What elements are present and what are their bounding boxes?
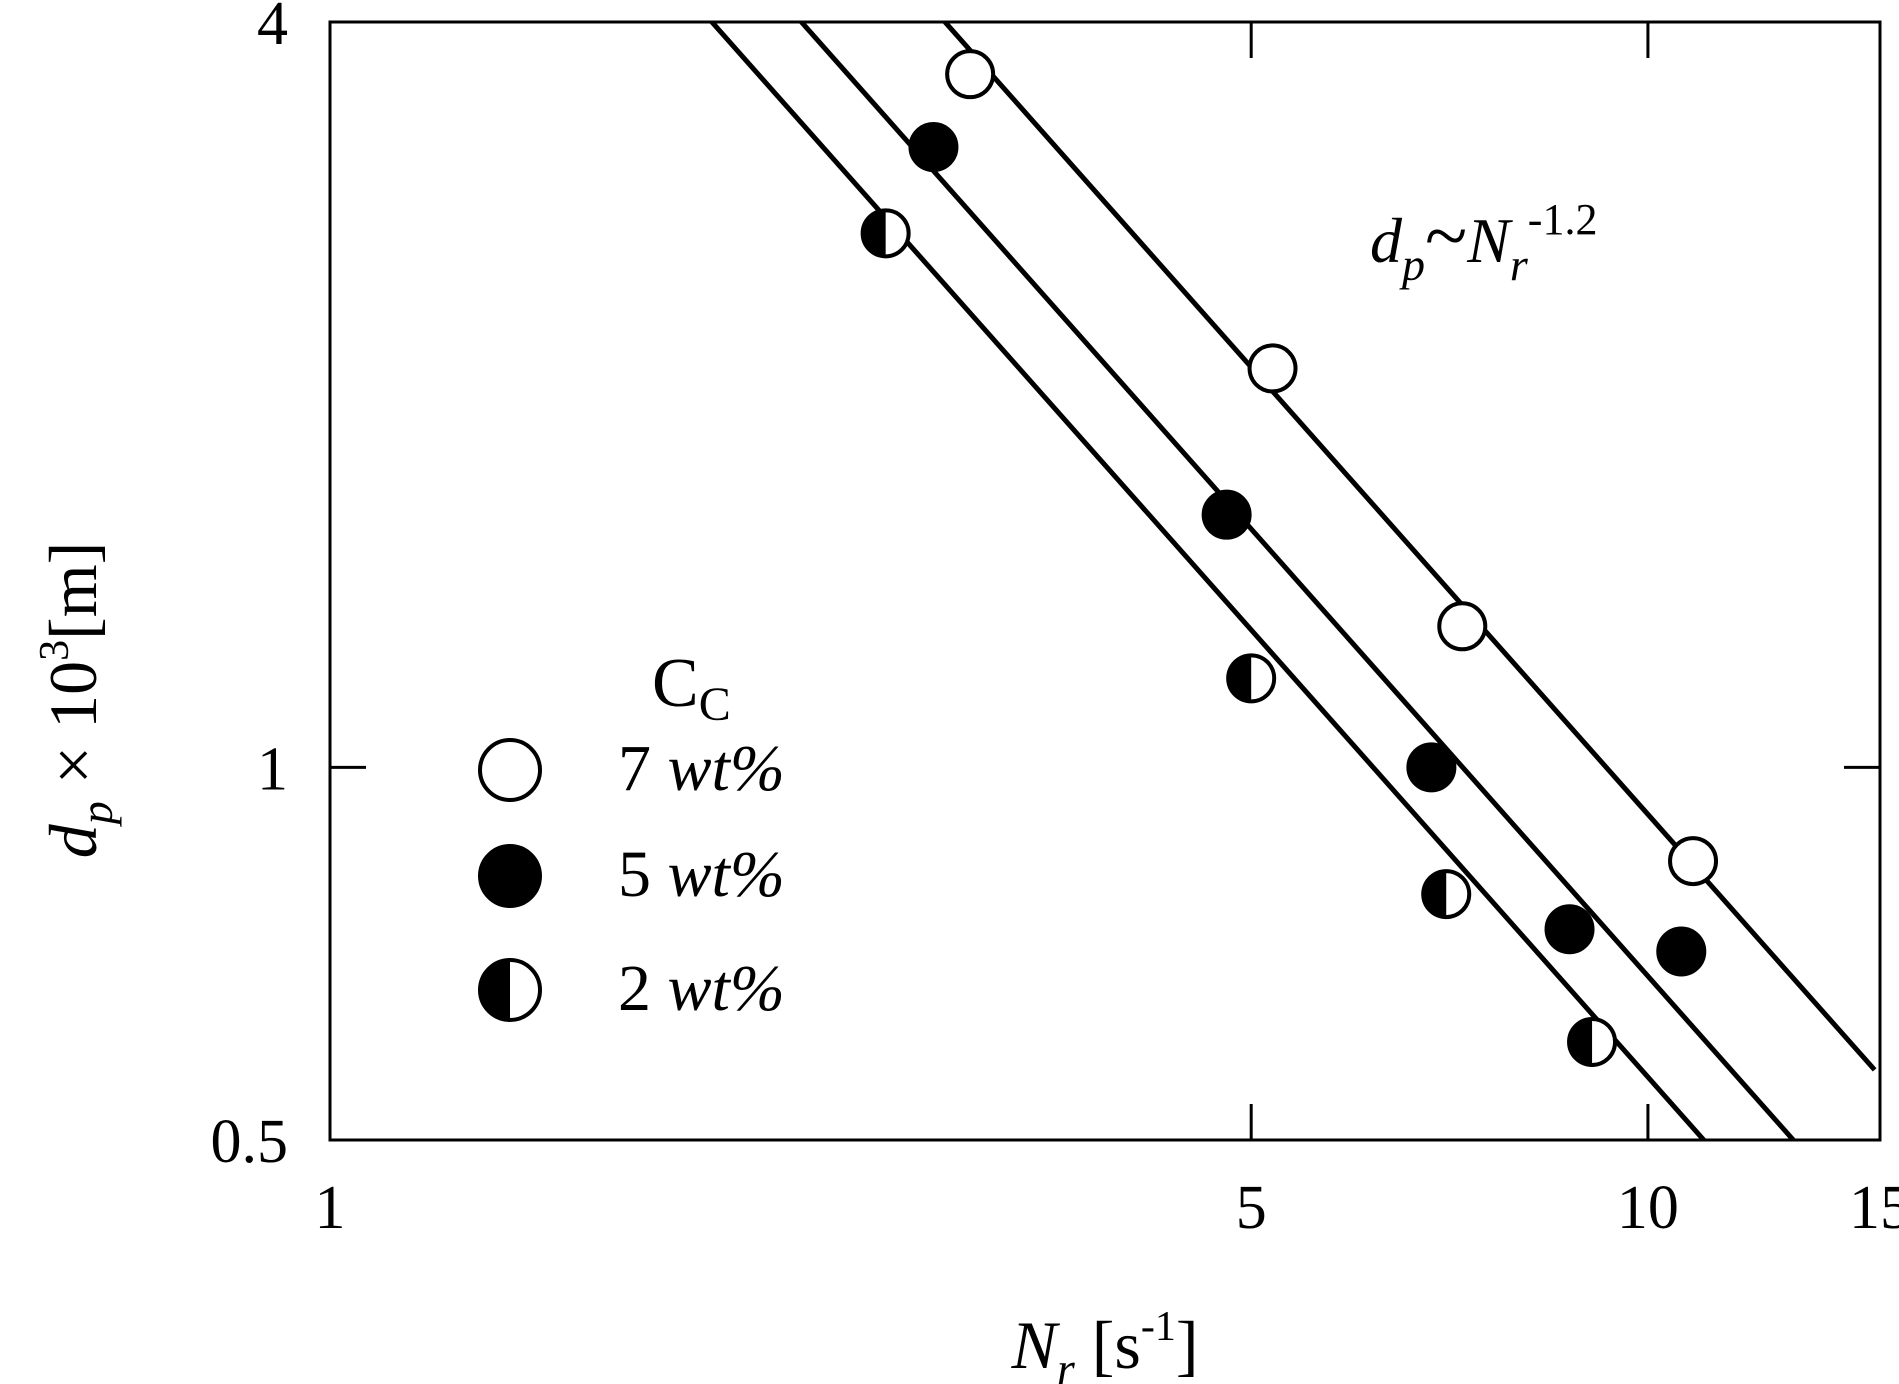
fit-lines (708, 22, 1877, 1140)
fit-line (798, 22, 1797, 1140)
legend-label: 5 wt% (618, 838, 785, 911)
slope-annotation: dp~Nr-1.2 (1370, 192, 1597, 290)
x-axis-label: Nr [s-1] (1010, 1304, 1198, 1384)
legend-title: CC (652, 645, 731, 731)
data-point-filled (908, 122, 959, 173)
tick-labels: 1 5 10 150.514 (211, 0, 1899, 1242)
plot-frame (328, 20, 1882, 1142)
x-tick-label: 1 (315, 1174, 346, 1242)
data-point-half (1226, 653, 1277, 704)
data-point-filled (1656, 926, 1707, 977)
legend-marker-open (478, 738, 542, 802)
legend-items: 7 wt% 5 wt% 2 wt% (478, 732, 785, 1025)
data-point-filled (1201, 489, 1252, 540)
fit-line (941, 22, 1877, 1072)
y-tick-label: 4 (257, 0, 288, 58)
data-point-open (1668, 836, 1719, 887)
legend: CC 7 wt% 5 wt% 2 wt% (478, 645, 785, 1025)
data-points (860, 49, 1719, 1067)
data-point-filled (1544, 904, 1595, 955)
legend-marker-filled (478, 844, 542, 908)
data-point-open (1437, 601, 1488, 652)
y-tick-label: 1 (257, 735, 288, 803)
y-axis-label: dp × 103[m] (32, 542, 122, 859)
legend-label: 2 wt% (618, 952, 785, 1025)
fit-line (708, 22, 1708, 1140)
data-point-half (1421, 869, 1472, 920)
y-tick-label: 0.5 (211, 1108, 289, 1176)
data-point-filled (1406, 742, 1457, 793)
legend-label: 7 wt% (618, 732, 785, 805)
axis-ticks (330, 22, 1880, 1140)
x-tick-label: 5 (1236, 1174, 1267, 1242)
data-point-half (1567, 1016, 1618, 1067)
x-tick-label: 15 (1849, 1174, 1899, 1242)
data-point-open (945, 49, 996, 100)
x-tick-label: 10 (1617, 1174, 1679, 1242)
data-point-half (860, 208, 911, 259)
legend-marker-half (478, 958, 542, 1022)
data-point-open (1247, 343, 1298, 394)
